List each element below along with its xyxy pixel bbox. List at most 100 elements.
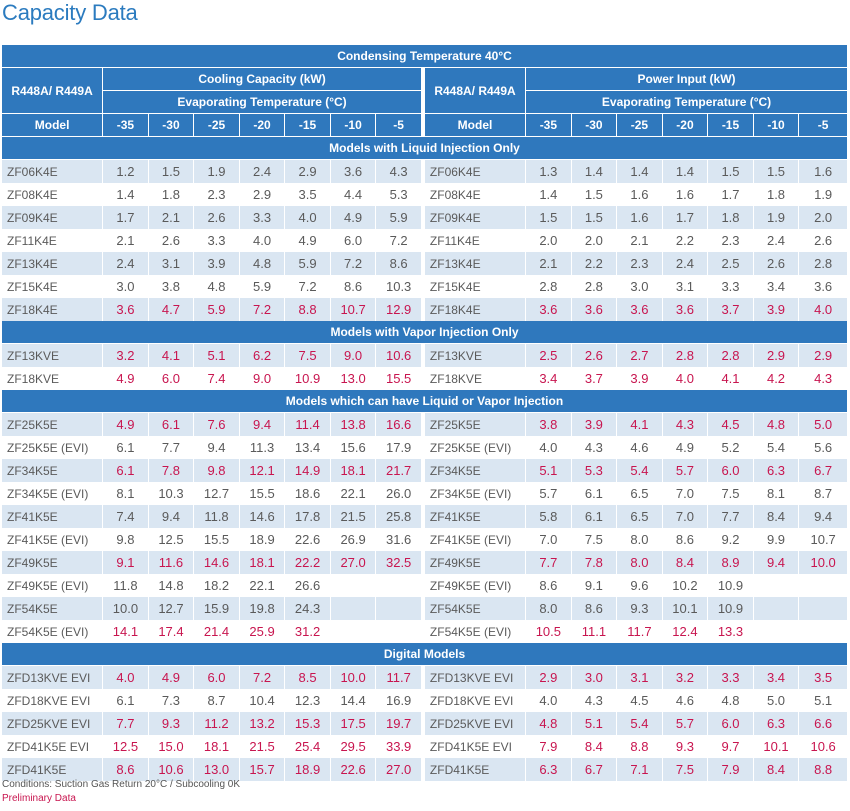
power-input-cell: 4.5 — [617, 689, 663, 712]
cooling-capacity-cell: 4.0 — [239, 229, 286, 252]
cooling-capacity-cell: 4.0 — [103, 666, 149, 689]
cooling-capacity-cell: 10.0 — [103, 597, 149, 620]
power-input-cell: 5.7 — [526, 482, 572, 505]
cooling-capacity-cell: 7.4 — [103, 505, 149, 528]
cooling-capacity-cell: 9.3 — [148, 712, 195, 735]
cooling-capacity-cell: 10.3 — [376, 275, 425, 298]
model-cell: ZFD41K5E EVI — [2, 735, 104, 758]
power-input-cell: 3.6 — [571, 298, 618, 321]
power-input-cell: 3.1 — [662, 275, 709, 298]
cooling-capacity-cell: 9.4 — [194, 436, 240, 459]
power-input-cell: 4.6 — [617, 436, 663, 459]
cooling-capacity-cell: 12.7 — [194, 482, 240, 505]
cooling-capacity-cell: 22.1 — [239, 574, 286, 597]
model-cell: ZF54K5E (EVI) — [2, 620, 104, 643]
model-cell: ZF13K4E — [2, 252, 104, 275]
power-input-cell: 2.3 — [617, 252, 663, 275]
table-row: ZF54K5E 10.0 12.7 15.9 19.8 24.3 ZF54K5E 8.0 8.6… — [2, 597, 847, 620]
power-input-cell: 13.3 — [708, 620, 754, 643]
model-cell: ZF34K5E — [424, 459, 527, 482]
power-input-cell: 3.7 — [571, 367, 618, 390]
power-input-cell: 7.7 — [526, 551, 572, 574]
model-cell: ZF41K5E — [2, 505, 104, 528]
power-input-cell: 7.9 — [708, 758, 754, 781]
cooling-capacity-cell: 6.1 — [103, 459, 149, 482]
power-input-cell: 4.1 — [708, 367, 754, 390]
table-row: ZF15K4E 3.0 3.8 4.8 5.9 7.2 8.6 10.3 ZF15K4E 2.8 2… — [2, 275, 847, 298]
table-row: ZF09K4E 1.7 2.1 2.6 3.3 4.0 4.9 5.9 ZF09K4E 1.5 1.… — [2, 206, 847, 229]
power-input-cell: 5.6 — [799, 436, 847, 459]
model-cell: ZFD13KVE EVI — [2, 666, 104, 689]
cooling-capacity-cell: 13.0 — [194, 758, 240, 781]
cooling-capacity-cell: 17.4 — [148, 620, 195, 643]
evaporating-temperature-header-left: Evaporating Temperature (°C) — [103, 91, 425, 114]
power-input-cell: 3.8 — [526, 413, 572, 436]
cooling-capacity-cell: 7.2 — [330, 252, 377, 275]
cooling-capacity-cell: 25.4 — [285, 735, 331, 758]
cooling-capacity-cell: 3.8 — [148, 275, 195, 298]
temp-header-left-5: -10 — [330, 114, 377, 137]
power-input-cell: 3.9 — [617, 367, 663, 390]
model-cell: ZFD25KVE EVI — [2, 712, 104, 735]
cooling-capacity-cell: 2.4 — [103, 252, 149, 275]
power-input-cell: 5.1 — [526, 459, 572, 482]
power-input-cell: 10.9 — [708, 574, 754, 597]
power-input-cell: 1.8 — [753, 183, 800, 206]
cooling-capacity-cell: 10.3 — [148, 482, 195, 505]
power-input-cell: 1.5 — [753, 160, 800, 183]
cooling-capacity-cell: 7.5 — [285, 344, 331, 367]
cooling-capacity-cell: 1.5 — [148, 160, 195, 183]
power-input-cell: 9.6 — [617, 574, 663, 597]
cooling-capacity-cell: 7.3 — [148, 689, 195, 712]
cooling-capacity-cell: 27.0 — [376, 758, 425, 781]
power-input-cell: 7.5 — [571, 528, 618, 551]
cooling-capacity-header: Cooling Capacity (kW) — [103, 68, 425, 91]
cooling-capacity-cell: 4.8 — [194, 275, 240, 298]
cooling-capacity-cell: 4.3 — [376, 160, 425, 183]
power-input-cell — [799, 597, 847, 620]
cooling-capacity-cell: 8.6 — [376, 252, 425, 275]
model-cell: ZF34K5E (EVI) — [424, 482, 527, 505]
power-input-cell: 5.0 — [799, 413, 847, 436]
cooling-capacity-cell: 26.9 — [330, 528, 377, 551]
cooling-capacity-cell: 12.1 — [239, 459, 286, 482]
power-input-cell: 5.4 — [617, 712, 663, 735]
cooling-capacity-cell: 3.5 — [285, 183, 331, 206]
cooling-capacity-cell: 25.8 — [376, 505, 425, 528]
power-input-cell: 7.0 — [662, 505, 709, 528]
model-cell: ZF54K5E — [424, 597, 527, 620]
cooling-capacity-cell: 21.5 — [239, 735, 286, 758]
power-input-cell: 2.9 — [526, 666, 572, 689]
power-input-cell — [799, 574, 847, 597]
cooling-capacity-cell: 27.0 — [330, 551, 377, 574]
table-row: ZFD18KVE EVI 6.1 7.3 8.7 10.4 12.3 14.4 16.9 ZFD… — [2, 689, 847, 712]
model-cell: ZF13K4E — [424, 252, 527, 275]
refrigerant-header-right: R448A/ R449A — [424, 68, 527, 114]
table-row: ZF25K5E 4.9 6.1 7.6 9.4 11.4 13.8 16.6 ZF25K5E 3.… — [2, 413, 847, 436]
table-row: ZF49K5E (EVI) 11.8 14.8 18.2 22.1 26.6 ZF49K5E… — [2, 574, 847, 597]
power-input-cell: 6.7 — [571, 758, 618, 781]
power-input-cell: 4.1 — [617, 413, 663, 436]
model-cell: ZF54K5E — [2, 597, 104, 620]
cooling-capacity-cell: 8.7 — [194, 689, 240, 712]
cooling-capacity-cell: 6.0 — [194, 666, 240, 689]
cooling-capacity-cell: 3.3 — [194, 229, 240, 252]
table-row: ZF06K4E 1.2 1.5 1.9 2.4 2.9 3.6 4.3 ZF06K4E 1.3 1.… — [2, 160, 847, 183]
model-cell: ZF15K4E — [2, 275, 104, 298]
temp-header-right-1: -30 — [571, 114, 618, 137]
power-input-cell: 2.5 — [708, 252, 754, 275]
cooling-capacity-cell: 15.6 — [330, 436, 377, 459]
model-header-left: Model — [2, 114, 104, 137]
model-cell: ZF18K4E — [424, 298, 527, 321]
model-cell: ZF25K5E (EVI) — [2, 436, 104, 459]
power-input-cell: 8.4 — [753, 505, 800, 528]
power-input-cell: 5.4 — [617, 459, 663, 482]
cooling-capacity-cell: 3.2 — [103, 344, 149, 367]
power-input-cell: 2.6 — [753, 252, 800, 275]
cooling-capacity-cell: 4.9 — [285, 229, 331, 252]
power-input-cell: 5.0 — [753, 689, 800, 712]
power-input-cell: 6.7 — [799, 459, 847, 482]
power-input-cell: 3.4 — [526, 367, 572, 390]
cooling-capacity-cell: 19.8 — [239, 597, 286, 620]
cooling-capacity-cell: 13.0 — [330, 367, 377, 390]
